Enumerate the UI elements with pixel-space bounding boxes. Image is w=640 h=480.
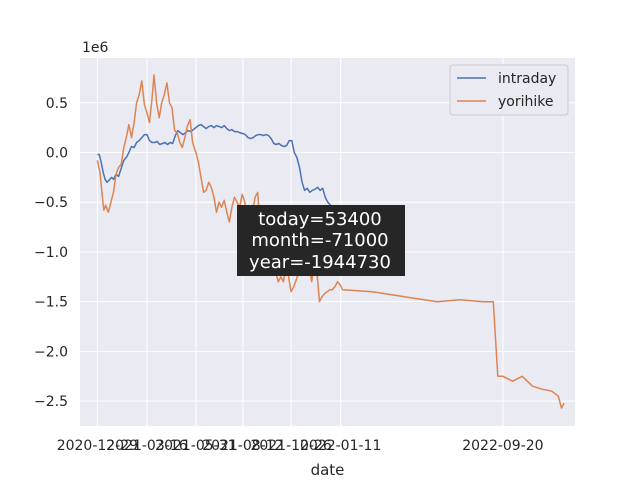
y-tick-label: 0.0 (46, 145, 68, 161)
x-tick-label: 2021-10-26 (250, 438, 331, 454)
y-tick-label: −1.0 (34, 245, 68, 261)
x-tick-label: 2022-09-20 (462, 438, 543, 454)
y-tick-label: −2.0 (34, 344, 68, 360)
y-tick-label: −1.5 (34, 295, 68, 311)
series-line-intraday (97, 123, 339, 211)
y-tick-label: −2.5 (34, 394, 68, 410)
annotation-month: month=-71000 (251, 230, 388, 251)
legend-label-intraday: intraday (498, 71, 556, 87)
legend: intraday yorihike (449, 64, 569, 116)
annotation-box: today=53400 month=-71000 year=-1944730 (237, 205, 405, 276)
legend-label-yorihike: yorihike (498, 94, 553, 110)
x-tick-labels: 2020-12-292021-03-162021-05-312021-08-12… (57, 438, 544, 454)
y-tick-labels: 0.5 0.0 −0.5 −1.0 −1.5 −2.0 −2.5 (34, 96, 68, 410)
annotation-background (237, 205, 405, 276)
y-scale-label: 1e6 (82, 40, 109, 56)
x-tick-label: 2021-05-31 (155, 438, 236, 454)
y-tick-label: −0.5 (34, 195, 68, 211)
x-tick-label: 2022-01-11 (300, 438, 381, 454)
annotation-year: year=-1944730 (249, 252, 391, 273)
y-tick-label: 0.5 (46, 96, 68, 112)
x-axis-label: date (311, 461, 345, 479)
x-tick-label: 2021-03-16 (106, 438, 187, 454)
x-tick-label: 2021-08-12 (202, 438, 283, 454)
x-tick-label: 2020-12-29 (57, 438, 138, 454)
annotation-today: today=53400 (258, 209, 382, 230)
